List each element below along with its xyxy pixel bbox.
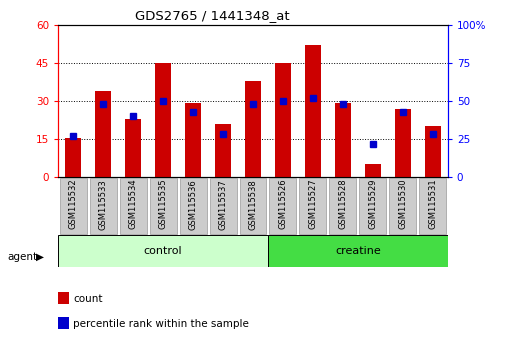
Text: GSM115537: GSM115537: [218, 179, 227, 229]
Bar: [65, 138, 81, 177]
Text: GSM115526: GSM115526: [278, 179, 287, 229]
Bar: [334, 103, 350, 177]
Text: GSM115538: GSM115538: [248, 179, 257, 229]
FancyBboxPatch shape: [329, 178, 356, 234]
Bar: [274, 63, 291, 177]
FancyBboxPatch shape: [89, 178, 117, 234]
FancyBboxPatch shape: [239, 178, 266, 234]
Text: creatine: creatine: [334, 246, 380, 256]
Bar: [125, 119, 141, 177]
Text: GDS2765 / 1441348_at: GDS2765 / 1441348_at: [135, 9, 289, 22]
Text: GSM115531: GSM115531: [427, 179, 436, 229]
Bar: [394, 109, 410, 177]
Text: GSM115534: GSM115534: [128, 179, 137, 229]
FancyBboxPatch shape: [389, 178, 416, 234]
FancyBboxPatch shape: [209, 178, 236, 234]
Bar: [155, 63, 171, 177]
Bar: [184, 103, 201, 177]
Bar: [424, 126, 440, 177]
FancyBboxPatch shape: [419, 178, 445, 234]
Bar: [214, 124, 231, 177]
Text: percentile rank within the sample: percentile rank within the sample: [73, 319, 249, 329]
Bar: [304, 45, 321, 177]
FancyBboxPatch shape: [268, 235, 447, 267]
FancyBboxPatch shape: [359, 178, 386, 234]
Text: GSM115530: GSM115530: [397, 179, 407, 229]
FancyBboxPatch shape: [179, 178, 206, 234]
Text: GSM115533: GSM115533: [98, 179, 108, 229]
FancyBboxPatch shape: [299, 178, 326, 234]
FancyBboxPatch shape: [60, 178, 86, 234]
FancyBboxPatch shape: [58, 235, 268, 267]
Text: GSM115529: GSM115529: [368, 179, 377, 229]
Text: control: control: [143, 246, 182, 256]
Text: ▶: ▶: [36, 252, 44, 262]
FancyBboxPatch shape: [119, 178, 146, 234]
Text: GSM115536: GSM115536: [188, 179, 197, 229]
FancyBboxPatch shape: [149, 178, 176, 234]
Text: count: count: [73, 294, 103, 304]
Text: agent: agent: [8, 252, 38, 262]
Bar: [364, 164, 380, 177]
Text: GSM115528: GSM115528: [338, 179, 347, 229]
FancyBboxPatch shape: [269, 178, 296, 234]
Text: GSM115532: GSM115532: [69, 179, 78, 229]
Text: GSM115535: GSM115535: [158, 179, 167, 229]
Bar: [244, 81, 261, 177]
Bar: [95, 91, 111, 177]
Text: GSM115527: GSM115527: [308, 179, 317, 229]
